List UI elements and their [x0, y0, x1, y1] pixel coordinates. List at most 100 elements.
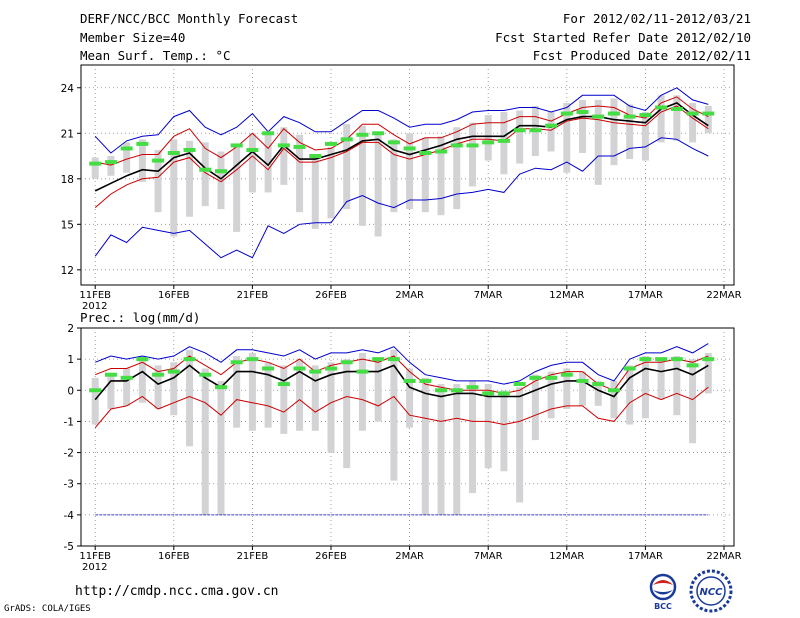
temp-series-max — [94, 87, 709, 154]
precip-observed-bar — [138, 356, 146, 403]
precip-observed-mark — [309, 369, 322, 374]
precip-observed-mark — [230, 360, 243, 365]
temp-y-tick-label: 21 — [61, 128, 74, 140]
temp-observed-bar — [390, 139, 398, 213]
temp-observed-mark — [670, 107, 683, 111]
temp-x-tick-label: 26FEB — [315, 290, 347, 301]
precip-y-tick-label: 2 — [67, 323, 74, 335]
temp-observed-mark — [199, 167, 212, 172]
temp-observed-bar — [516, 110, 524, 164]
temp-x-tick-label: 12MAR — [549, 290, 584, 301]
precip-observed-mark — [466, 385, 479, 390]
temp-observed-mark — [309, 154, 322, 159]
temp-y-tick-label: 12 — [61, 265, 74, 277]
temp-observed-bar — [186, 140, 194, 217]
precip-observed-bar — [91, 377, 99, 425]
precip-observed-mark — [120, 375, 133, 380]
precip-observed-bar — [406, 368, 414, 428]
temp-observed-bar — [704, 105, 712, 134]
precip-series-mean — [94, 364, 709, 401]
precip-observed-bar — [374, 359, 382, 422]
precip-observed-mark — [607, 388, 620, 393]
precip-y-tick-label: -3 — [64, 479, 74, 491]
precip-observed-mark — [214, 385, 227, 390]
precip-observed-mark — [670, 357, 683, 362]
temp-observed-bar — [579, 99, 587, 153]
precip-series-lower — [94, 386, 709, 429]
precip-observed-mark — [639, 357, 652, 362]
precip-observed-mark — [435, 388, 448, 393]
temp-observed-bar — [657, 95, 665, 143]
temp-observed-bar — [343, 124, 351, 210]
precip-observed-bar — [579, 371, 587, 406]
member-size: Member Size=40 — [80, 30, 186, 45]
precip-observed-mark — [325, 366, 337, 371]
precip-plot-frame — [80, 327, 735, 547]
temp-observed-mark — [686, 111, 699, 116]
precip-observed-bar — [264, 362, 272, 428]
precip-series-upper — [95, 355, 709, 394]
temp-observed-bar — [327, 146, 335, 219]
precip-observed-bar — [689, 359, 697, 444]
precip-observed-bar — [673, 356, 681, 416]
temp-series-mean — [94, 101, 709, 192]
temp-observed-mark — [152, 158, 165, 163]
precip-year-label: 2012 — [82, 562, 107, 573]
temp-observed-mark — [450, 143, 463, 148]
temp-x-tick-label: 11FEB — [79, 290, 111, 301]
precip-observed-bar — [516, 387, 524, 503]
precip-observed-mark — [199, 372, 212, 377]
precip-y-tick-label: 0 — [67, 385, 74, 397]
precip-observed-mark — [277, 382, 290, 387]
bcc-logo-text: BCC — [654, 602, 672, 611]
precip-observed-bar — [343, 359, 351, 469]
temp-observed-bar — [689, 102, 697, 143]
temp-observed-bar — [123, 142, 131, 173]
temp-observed-bar — [248, 133, 256, 193]
precip-observed-bar — [154, 365, 162, 409]
temp-observed-mark — [482, 140, 495, 145]
precip-observed-bar — [594, 380, 602, 406]
temp-observed-bar — [217, 151, 225, 210]
temp-x-tick-label: 7MAR — [474, 290, 503, 301]
temp-x-tick-label: 17MAR — [628, 290, 663, 301]
precip-observed-bar — [453, 384, 461, 515]
temp-series-upper — [95, 96, 709, 166]
temp-x-tick-label: 21FEB — [237, 290, 269, 301]
temp-observed-bar — [280, 127, 288, 185]
temp-observed-mark — [655, 105, 668, 110]
precip-observed-bar — [280, 365, 288, 434]
temp-observed-mark — [120, 146, 133, 151]
precip-observed-bar — [626, 365, 634, 425]
precip-observed-mark — [450, 388, 463, 393]
chart-title: DERF/NCC/BCC Monthly Forecast — [80, 11, 299, 26]
temp-observed-bar — [641, 112, 649, 161]
precip-observed-bar — [704, 352, 712, 394]
temp-observed-bar — [358, 125, 366, 226]
forecast-started-date: Fcst Started Refer Date 2012/02/10 — [495, 30, 751, 45]
precip-observed-mark — [686, 363, 699, 368]
precip-observed-mark — [513, 382, 526, 387]
temp-y-tick-label: 24 — [61, 83, 75, 95]
precip-observed-mark — [293, 366, 306, 371]
precip-observed-bar — [484, 384, 492, 469]
temp-observed-bar — [453, 127, 461, 210]
source-url[interactable]: http://cmdp.ncc.cma.gov.cn — [75, 584, 279, 599]
temp-observed-mark — [623, 114, 636, 119]
precip-observed-bar — [311, 365, 319, 431]
precip-x-tick-label: 12MAR — [549, 551, 584, 562]
temp-observed-bar — [563, 102, 571, 173]
ncc-logo: NCC — [688, 568, 734, 614]
precip-observed-mark — [89, 388, 102, 393]
precip-y-tick-label: -5 — [64, 541, 74, 553]
temp-observed-mark — [356, 132, 369, 137]
temp-observed-bar — [594, 99, 602, 185]
temp-observed-mark — [639, 113, 652, 118]
precip-y-tick-label: -1 — [64, 416, 74, 428]
precip-observed-bar — [500, 390, 508, 472]
precip-observed-mark — [592, 382, 605, 387]
temp-plot-frame — [80, 64, 735, 286]
precip-observed-mark — [104, 372, 117, 377]
temp-observed-bar — [626, 104, 634, 160]
